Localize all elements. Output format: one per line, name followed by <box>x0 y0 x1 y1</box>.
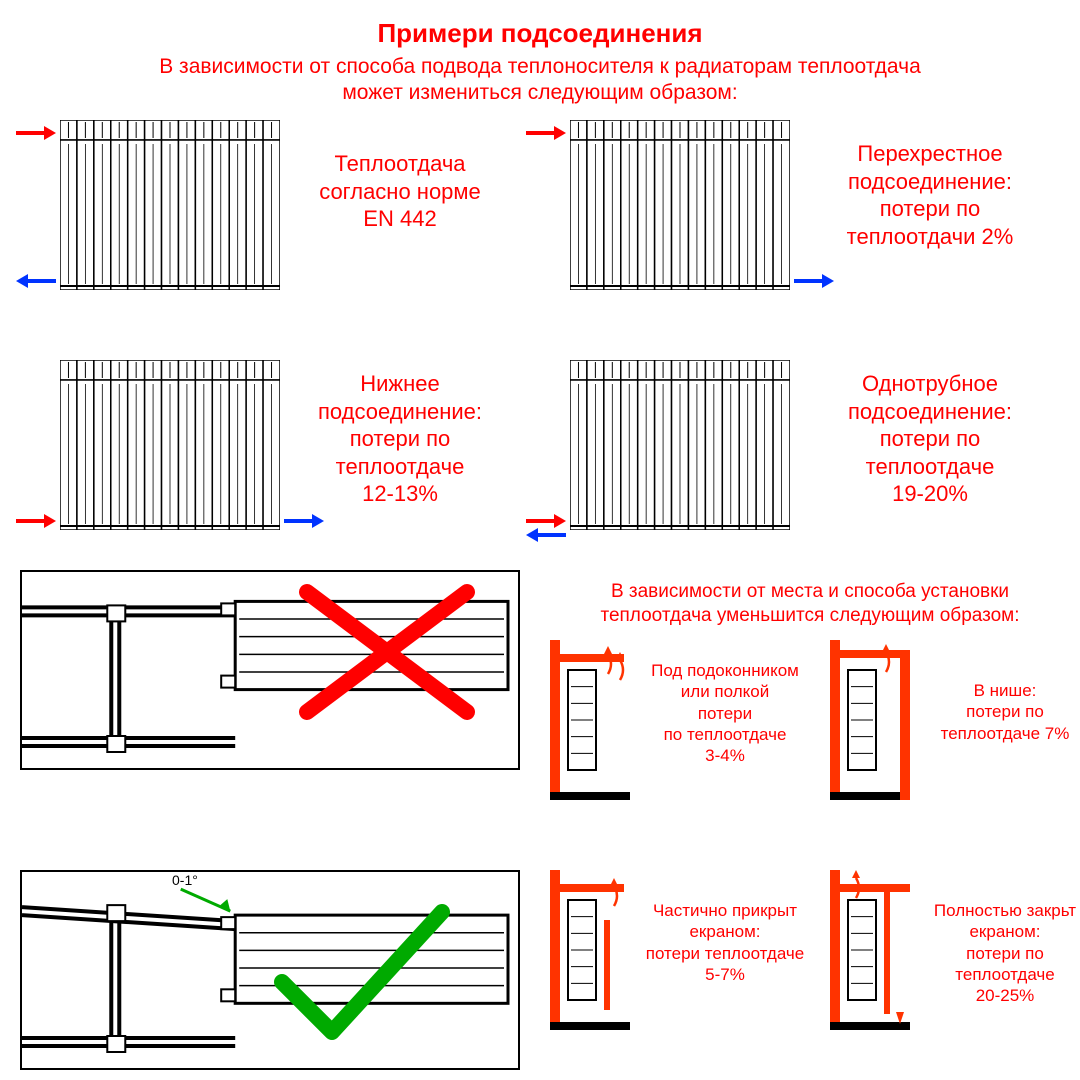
placement-caption-partial: Частично прикрыт екраном: потери теплоот… <box>640 900 810 985</box>
inlet-arrow-icon <box>526 126 566 140</box>
placement-caption-sill: Под подоконником или полкой потери по те… <box>640 660 810 766</box>
caption-bottom: Нижнее подсоединение: потери по теплоотд… <box>300 370 500 508</box>
caption-cross: Перехрестное подсоединение: потери по те… <box>820 140 1040 250</box>
page-title: Примери подсоединения <box>0 18 1080 49</box>
inlet-arrow-icon <box>794 274 834 288</box>
angle-label: 0-1° <box>172 872 198 888</box>
caption-en442: Теплоотдача согласно норме EN 442 <box>300 150 500 233</box>
install-wrong <box>20 570 520 770</box>
placement-caption-niche: В нише: потери по теплоотдаче 7% <box>920 680 1080 744</box>
placement-caption-full: Полностью закрьт екраном: потери по тепл… <box>920 900 1080 1006</box>
inlet-arrow-icon <box>16 126 56 140</box>
radiator-cross <box>570 120 790 290</box>
placement-niche <box>830 640 910 800</box>
outlet-arrow-icon <box>16 274 56 288</box>
placement-sill <box>550 640 630 800</box>
radiator-bottom <box>60 360 280 530</box>
radiator-single <box>570 360 790 530</box>
radiator-en442 <box>60 120 280 290</box>
placement-partial <box>550 870 630 1030</box>
outlet-arrow-icon <box>526 528 566 542</box>
inlet-arrow-icon <box>526 514 566 528</box>
inlet-arrow-icon <box>16 514 56 528</box>
caption-single: Однотрубное подсоединение: потери по теп… <box>820 370 1040 508</box>
placement-full <box>830 870 910 1030</box>
subtitle: В зависимости от способа подвода теплоно… <box>40 54 1040 107</box>
inlet-arrow-icon <box>284 514 324 528</box>
placement-intro: В зависимости от места и способа установ… <box>550 580 1070 628</box>
install-right: 0-1° <box>20 870 520 1070</box>
